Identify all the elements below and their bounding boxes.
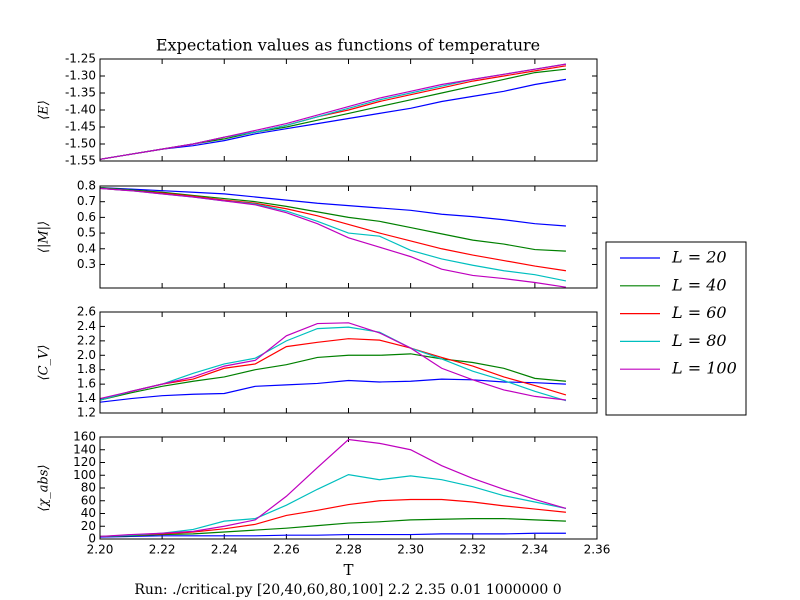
- series-line: [99, 353, 566, 401]
- y-tick-label: 80: [81, 481, 96, 495]
- axes-frame: [99, 436, 598, 540]
- legend-label: L = 80: [671, 331, 727, 350]
- y-axis-label: ⟨C_V⟩: [37, 345, 52, 381]
- y-tick-label: -1.50: [65, 137, 96, 151]
- chart-title: Expectation values as functions of tempe…: [156, 36, 540, 55]
- series-line: [99, 187, 567, 272]
- x-tick-label: 2.32: [459, 543, 486, 557]
- series-line: [99, 378, 566, 403]
- series-line: [99, 326, 567, 402]
- y-tick-label: 2.6: [77, 305, 96, 319]
- y-tick-label: -1.40: [65, 103, 96, 117]
- series-line: [99, 78, 567, 160]
- y-tick-label: 60: [81, 493, 96, 507]
- x-tick-label: 2.30: [397, 543, 424, 557]
- axes-frame: [99, 185, 598, 289]
- y-tick-label: 0.4: [77, 241, 96, 255]
- series-line: [99, 186, 566, 227]
- y-tick-label: 0.6: [77, 210, 96, 224]
- y-tick-label: 140: [73, 442, 96, 456]
- x-tick-label: 2.26: [273, 543, 300, 557]
- y-tick-label: 100: [73, 468, 96, 482]
- x-tick-label: 2.22: [149, 543, 176, 557]
- y-tick-label: 20: [81, 519, 96, 533]
- series-line: [99, 186, 566, 252]
- series-line: [99, 338, 567, 401]
- y-axis-label: ⟨|M|⟩: [37, 221, 52, 253]
- y-tick-label: 1.4: [77, 391, 96, 405]
- y-tick-label: 0.3: [77, 257, 96, 271]
- y-tick-label: -1.55: [65, 154, 96, 168]
- y-tick-label: 1.2: [77, 406, 96, 420]
- x-tick-label: 2.34: [522, 543, 549, 557]
- y-tick-label: 1.6: [77, 377, 96, 391]
- series-line: [99, 517, 566, 538]
- y-tick-label: 40: [81, 506, 96, 520]
- y-tick-label: 0.7: [77, 194, 96, 208]
- series-line: [99, 498, 566, 538]
- y-tick-label: 0.8: [77, 179, 96, 193]
- y-tick-label: 2.0: [77, 348, 96, 362]
- y-tick-label: 2.4: [77, 319, 96, 333]
- legend-label: L = 20: [671, 248, 727, 267]
- x-tick-label: 2.24: [211, 543, 238, 557]
- y-tick-label: -1.30: [65, 69, 96, 83]
- series-line: [99, 63, 567, 160]
- y-tick-label: 0: [88, 532, 96, 546]
- y-tick-label: -1.25: [65, 52, 96, 66]
- y-tick-label: 120: [73, 455, 96, 469]
- x-tick-label: 2.28: [335, 543, 362, 557]
- y-tick-label: 160: [73, 430, 96, 444]
- series-line: [99, 438, 567, 538]
- y-tick-label: 1.8: [77, 362, 96, 376]
- series-line: [99, 322, 567, 401]
- series-line: [99, 187, 567, 288]
- legend-box: [605, 241, 747, 416]
- x-tick-label: 2.20: [87, 543, 114, 557]
- series-line: [99, 532, 566, 538]
- y-tick-label: -1.45: [65, 120, 96, 134]
- y-axis-label: ⟨χ_abs⟩: [37, 464, 52, 511]
- legend-label: L = 40: [671, 275, 727, 294]
- x-axis-label: T: [343, 561, 353, 579]
- axes-frame: [99, 58, 598, 162]
- x-tick-label: 2.36: [584, 543, 611, 557]
- legend-label: L = 100: [671, 359, 737, 378]
- axes-frame: [99, 311, 598, 414]
- series-line: [99, 473, 567, 538]
- y-tick-label: -1.35: [65, 86, 96, 100]
- footer: Run: ./critical.py [20,40,60,80,100] 2.2…: [134, 582, 561, 598]
- y-tick-label: 0.5: [77, 226, 96, 240]
- y-tick-label: 2.2: [77, 333, 96, 347]
- y-axis-label: ⟨E⟩: [37, 100, 52, 120]
- legend-label: L = 60: [671, 303, 727, 322]
